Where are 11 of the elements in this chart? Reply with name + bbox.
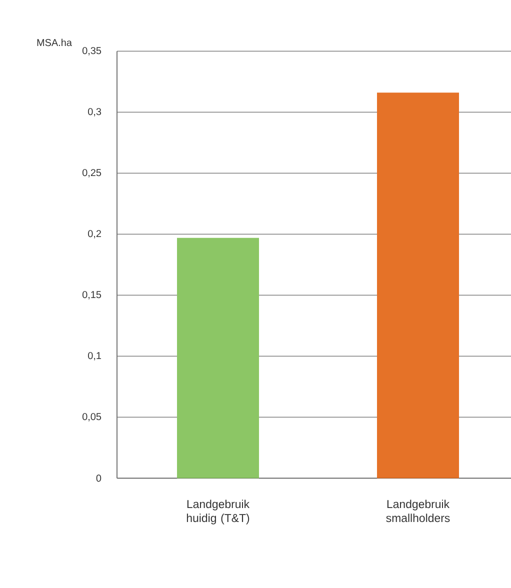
x-tick-label: Landgebruik huidig (T&T) [186,500,250,524]
y-tick-label: 0,05 [82,413,101,422]
y-tick-label: 0 [96,474,101,482]
y-tick-label: 0,35 [82,47,101,56]
y-axis-title: MSA.ha [37,38,72,46]
y-tick-label: 0,25 [82,169,101,178]
y-tick-label: 0,3 [88,108,101,116]
y-tick-label: 0,15 [82,291,101,300]
y-tick-label: 0,2 [88,230,101,238]
y-tick-label: 0,1 [88,352,101,360]
x-tick-label: Landgebruik smallholders [386,500,450,522]
